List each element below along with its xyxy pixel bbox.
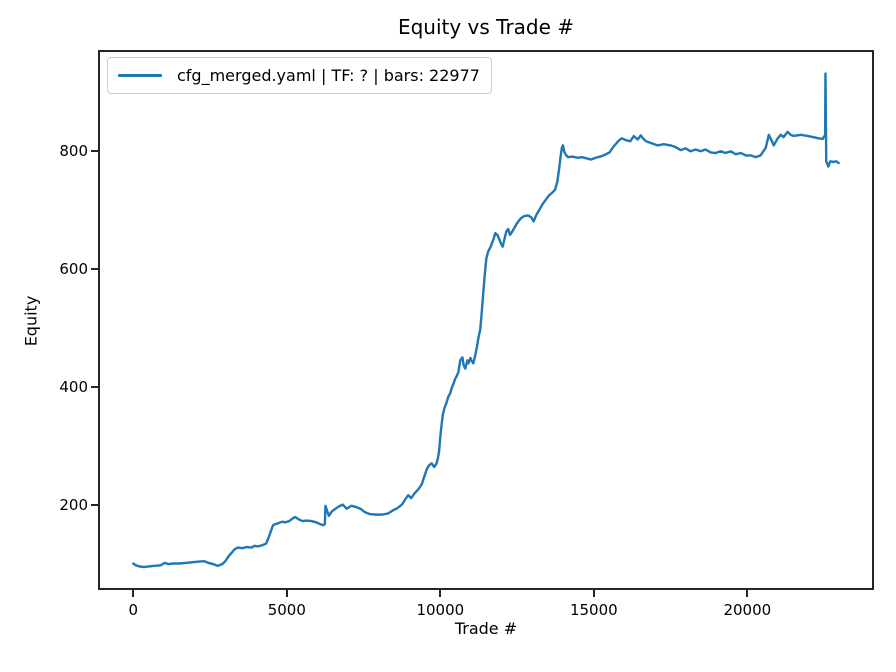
y-tick-mark (91, 385, 98, 388)
x-tick-mark (439, 590, 442, 597)
y-tick-label: 200 (59, 495, 88, 514)
x-tick-label: 5000 (267, 601, 306, 619)
plot-svg (132, 72, 840, 569)
equity-line (132, 72, 840, 569)
y-tick-mark (91, 150, 98, 153)
x-tick-label: 10000 (416, 601, 465, 619)
x-tick-mark (285, 590, 288, 597)
x-tick-label: 20000 (723, 601, 772, 619)
y-axis-label: Equity (21, 295, 41, 347)
legend: cfg_merged.yaml | TF: ? | bars: 22977 (107, 57, 492, 94)
x-tick-mark (592, 590, 595, 597)
y-tick-mark (91, 268, 98, 271)
legend-label: cfg_merged.yaml | TF: ? | bars: 22977 (177, 66, 480, 85)
chart-title: Equity vs Trade # (397, 15, 575, 39)
legend-line-sample-icon (118, 74, 162, 77)
x-axis-label: Trade # (454, 619, 518, 638)
y-tick-mark (91, 503, 98, 506)
x-tick-label: 15000 (569, 601, 618, 619)
x-tick-mark (132, 590, 135, 597)
plot-area (98, 50, 874, 590)
y-tick-label: 600 (59, 260, 88, 279)
x-tick-label: 0 (128, 601, 139, 619)
y-tick-label: 800 (59, 142, 88, 161)
y-tick-label: 400 (59, 377, 88, 396)
x-tick-mark (746, 590, 749, 597)
